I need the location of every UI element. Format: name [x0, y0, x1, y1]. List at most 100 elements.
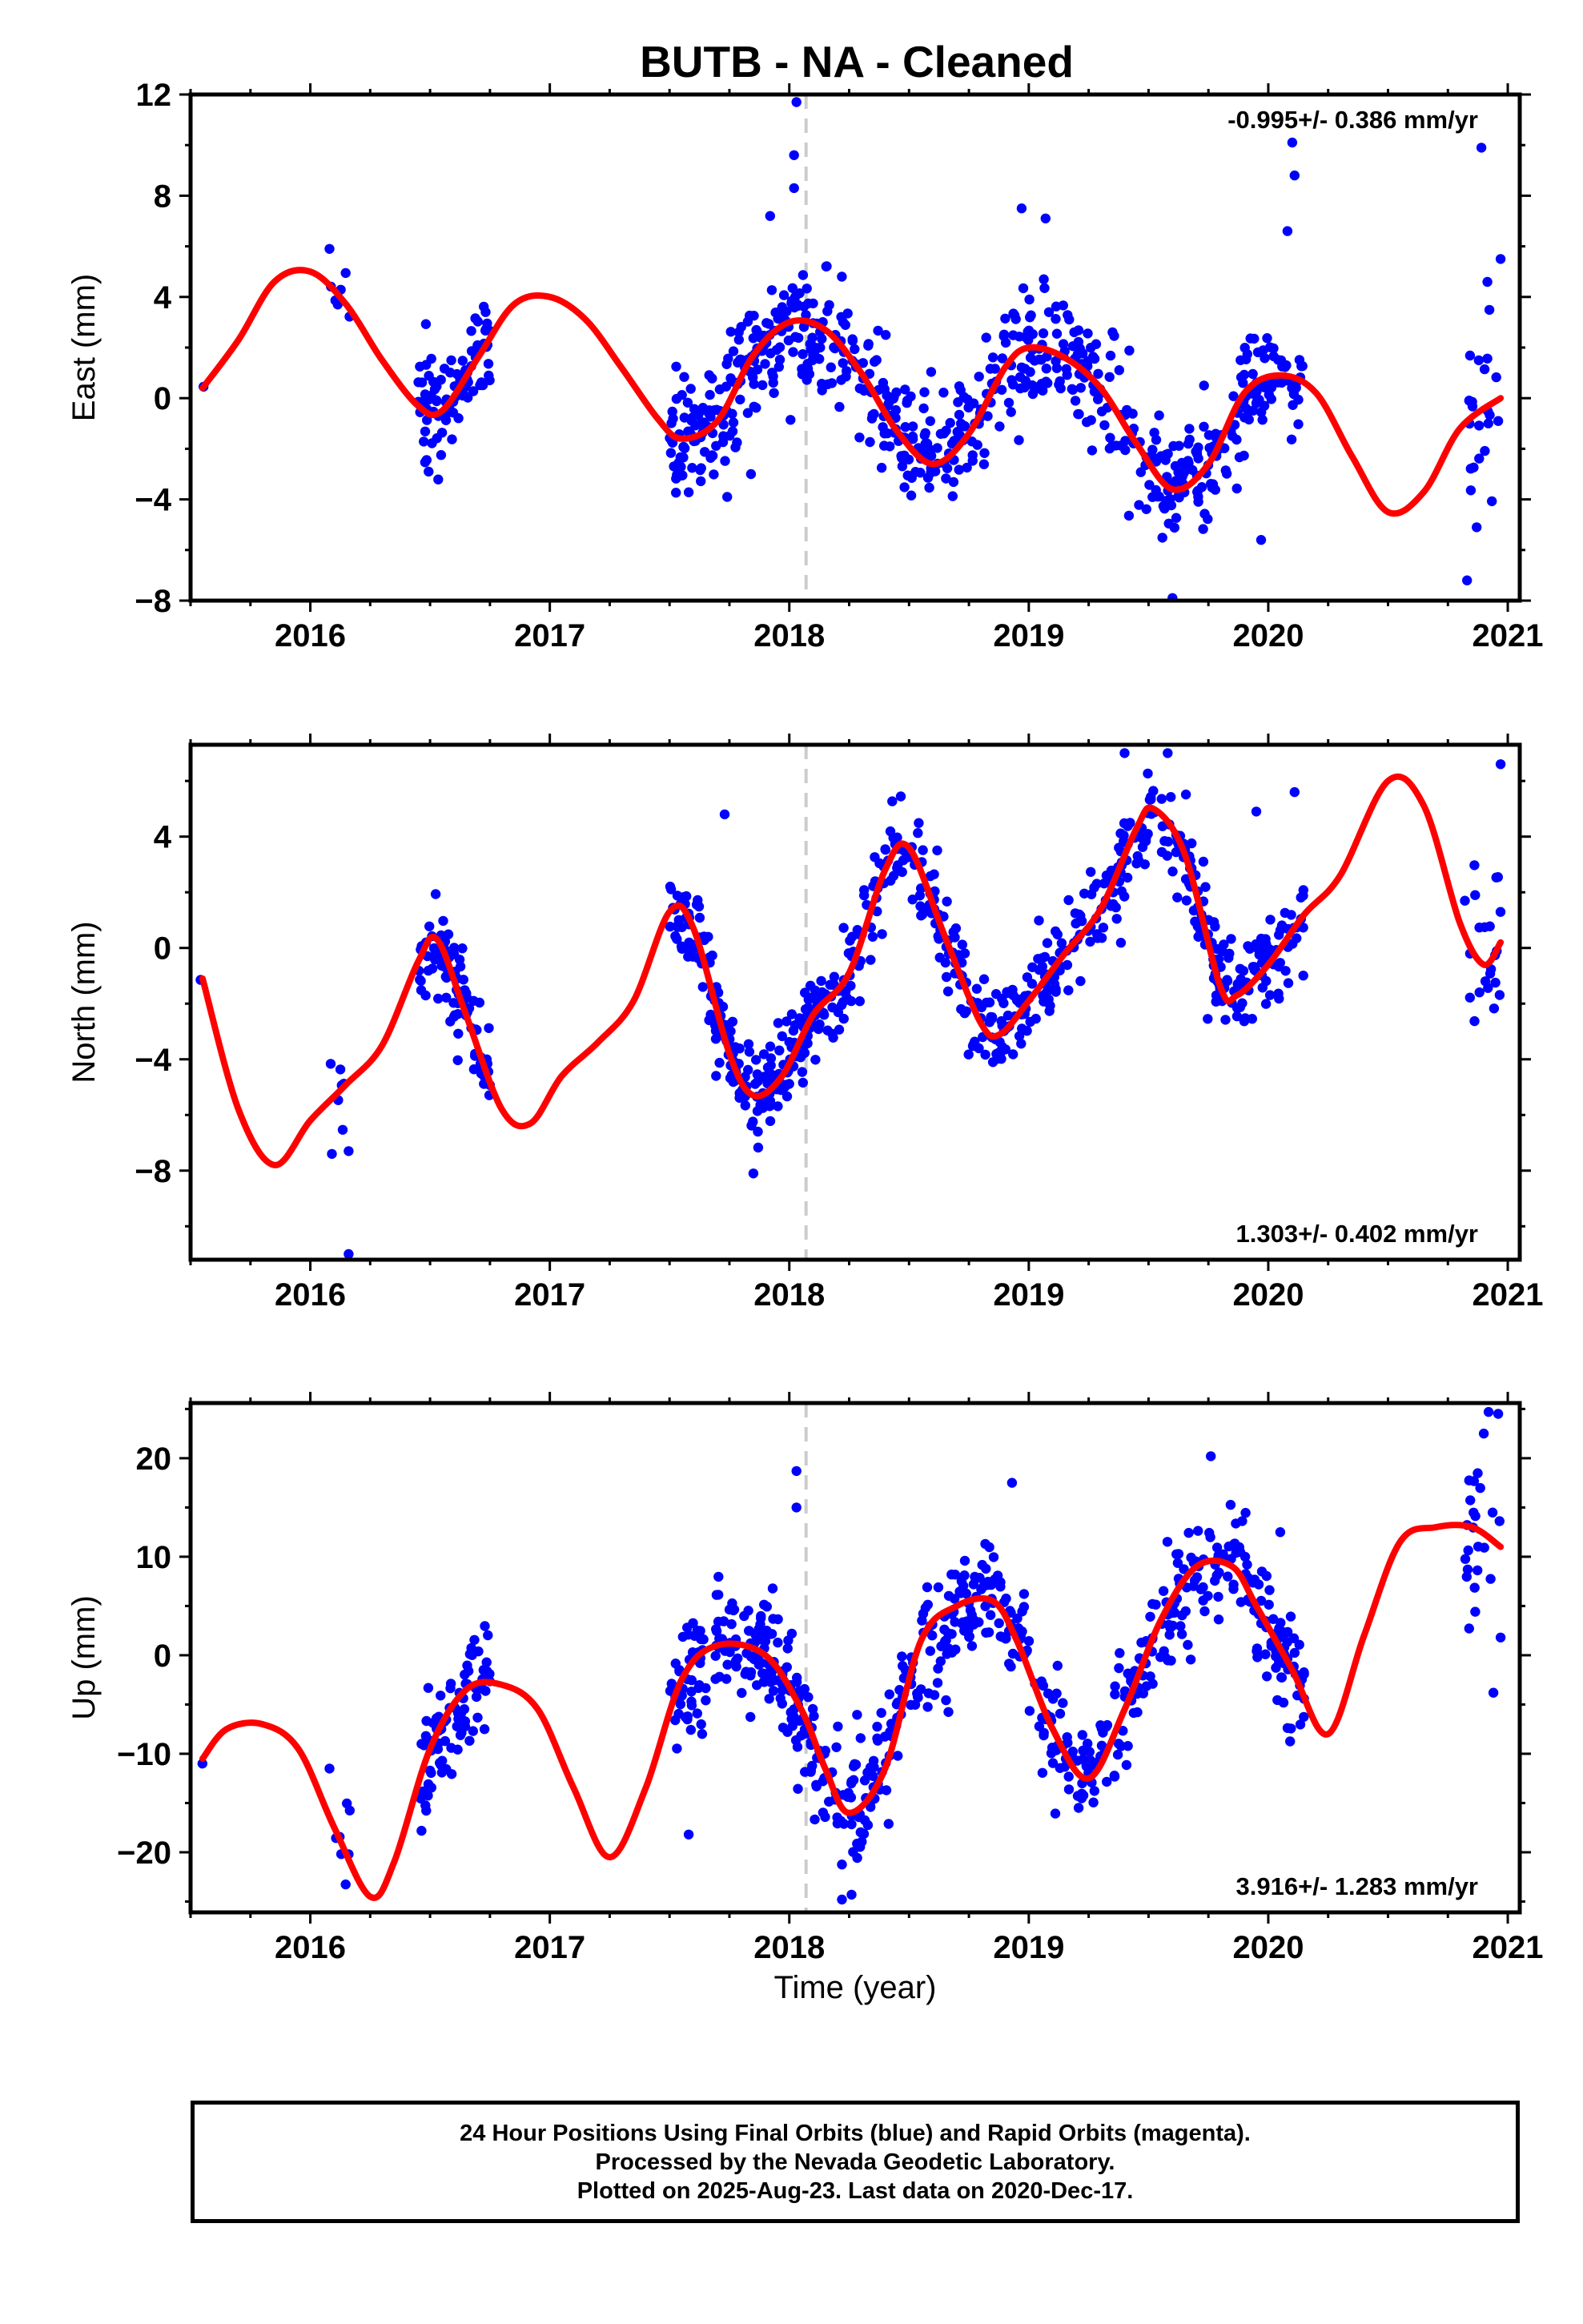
data-point [974, 372, 984, 382]
data-point [1484, 304, 1495, 316]
data-point [440, 1735, 451, 1747]
x-tick-label: 2020 [1232, 1930, 1304, 1965]
data-point [1093, 368, 1103, 379]
data-point [464, 1735, 475, 1746]
data-point [1245, 333, 1256, 344]
data-point [1248, 1578, 1259, 1588]
data-point [1211, 1542, 1223, 1553]
data-point [1476, 143, 1487, 153]
data-point [436, 1691, 446, 1701]
data-point [1098, 923, 1109, 933]
x-tick-label: 2018 [753, 618, 825, 653]
data-point [986, 1579, 997, 1590]
data-point [739, 1610, 749, 1622]
data-point [676, 461, 686, 472]
data-point [1198, 856, 1209, 867]
data-point [1264, 342, 1276, 352]
data-point [802, 283, 812, 294]
data-point [767, 368, 777, 378]
data-point [1162, 1537, 1173, 1547]
data-point [1254, 949, 1265, 960]
data-point [448, 408, 459, 418]
data-point [671, 393, 682, 404]
data-point [773, 1018, 784, 1028]
data-point [1146, 794, 1156, 805]
data-point [810, 346, 820, 357]
data-point [1275, 1527, 1286, 1538]
data-point [1163, 748, 1173, 758]
data-point [866, 955, 876, 965]
data-point [324, 1763, 335, 1774]
data-point [912, 1688, 922, 1699]
data-point [1261, 975, 1272, 987]
data-point [1298, 971, 1308, 981]
data-point [748, 1116, 758, 1127]
x-tick-label: 2018 [753, 1930, 825, 1965]
data-point [439, 364, 450, 374]
data-point [971, 983, 982, 994]
data-point [890, 404, 902, 416]
data-point [798, 270, 809, 280]
data-point [483, 359, 494, 369]
data-point [1461, 1571, 1473, 1582]
data-point [1007, 1648, 1019, 1659]
rate-label: 3.916+/- 1.283 mm/yr [1236, 1872, 1478, 1900]
data-point [1156, 794, 1167, 804]
data-point [1128, 1707, 1139, 1719]
data-point [968, 1039, 978, 1050]
data-point [896, 451, 906, 461]
data-point [978, 459, 990, 469]
data-point [945, 417, 955, 428]
data-point [846, 980, 856, 991]
data-point [824, 1796, 834, 1807]
data-point [939, 1624, 950, 1635]
x-tick-label: 2020 [1232, 618, 1304, 653]
data-point [1056, 938, 1067, 948]
data-point [1038, 328, 1049, 339]
data-point [1003, 397, 1014, 408]
data-point [781, 1016, 792, 1027]
data-point [1102, 1776, 1112, 1787]
data-point [925, 1646, 936, 1656]
data-point [1464, 1475, 1475, 1486]
data-point [696, 1719, 706, 1730]
data-point [1469, 860, 1480, 870]
data-point [765, 1670, 777, 1680]
data-point [1465, 1495, 1476, 1506]
data-point [1109, 1771, 1120, 1782]
data-point [720, 456, 730, 466]
data-point [798, 1077, 808, 1088]
data-point [1487, 496, 1497, 507]
data-point [1014, 1031, 1025, 1042]
data-point [428, 376, 439, 387]
data-point [943, 1643, 954, 1654]
data-point [765, 1116, 776, 1127]
data-point [893, 860, 903, 870]
data-point [441, 1763, 452, 1775]
data-point [692, 1708, 702, 1719]
data-point [665, 448, 677, 458]
data-point [948, 476, 959, 488]
data-point [722, 1659, 733, 1670]
data-point [468, 995, 479, 1007]
data-point [1105, 350, 1116, 361]
data-point [1262, 1671, 1272, 1682]
panel-up: 2016 2017 2018 2019 2020 2021 20 10 0 −10 −20 Up (m… [66, 1392, 1544, 2005]
data-point [711, 1624, 721, 1634]
data-point [713, 1616, 724, 1627]
data-point [1083, 1739, 1093, 1749]
data-point [1264, 1585, 1275, 1595]
data-point [1495, 759, 1506, 770]
data-point [745, 1711, 756, 1723]
data-point [1487, 1507, 1498, 1518]
data-point [709, 469, 719, 480]
data-point [671, 488, 681, 498]
data-point [1285, 1736, 1296, 1747]
data-point [1287, 137, 1298, 148]
data-point [1166, 792, 1176, 802]
data-point [726, 1618, 737, 1630]
data-point [1162, 472, 1172, 482]
data-point [873, 325, 883, 336]
data-point [846, 1792, 857, 1803]
data-point [1039, 1727, 1049, 1738]
